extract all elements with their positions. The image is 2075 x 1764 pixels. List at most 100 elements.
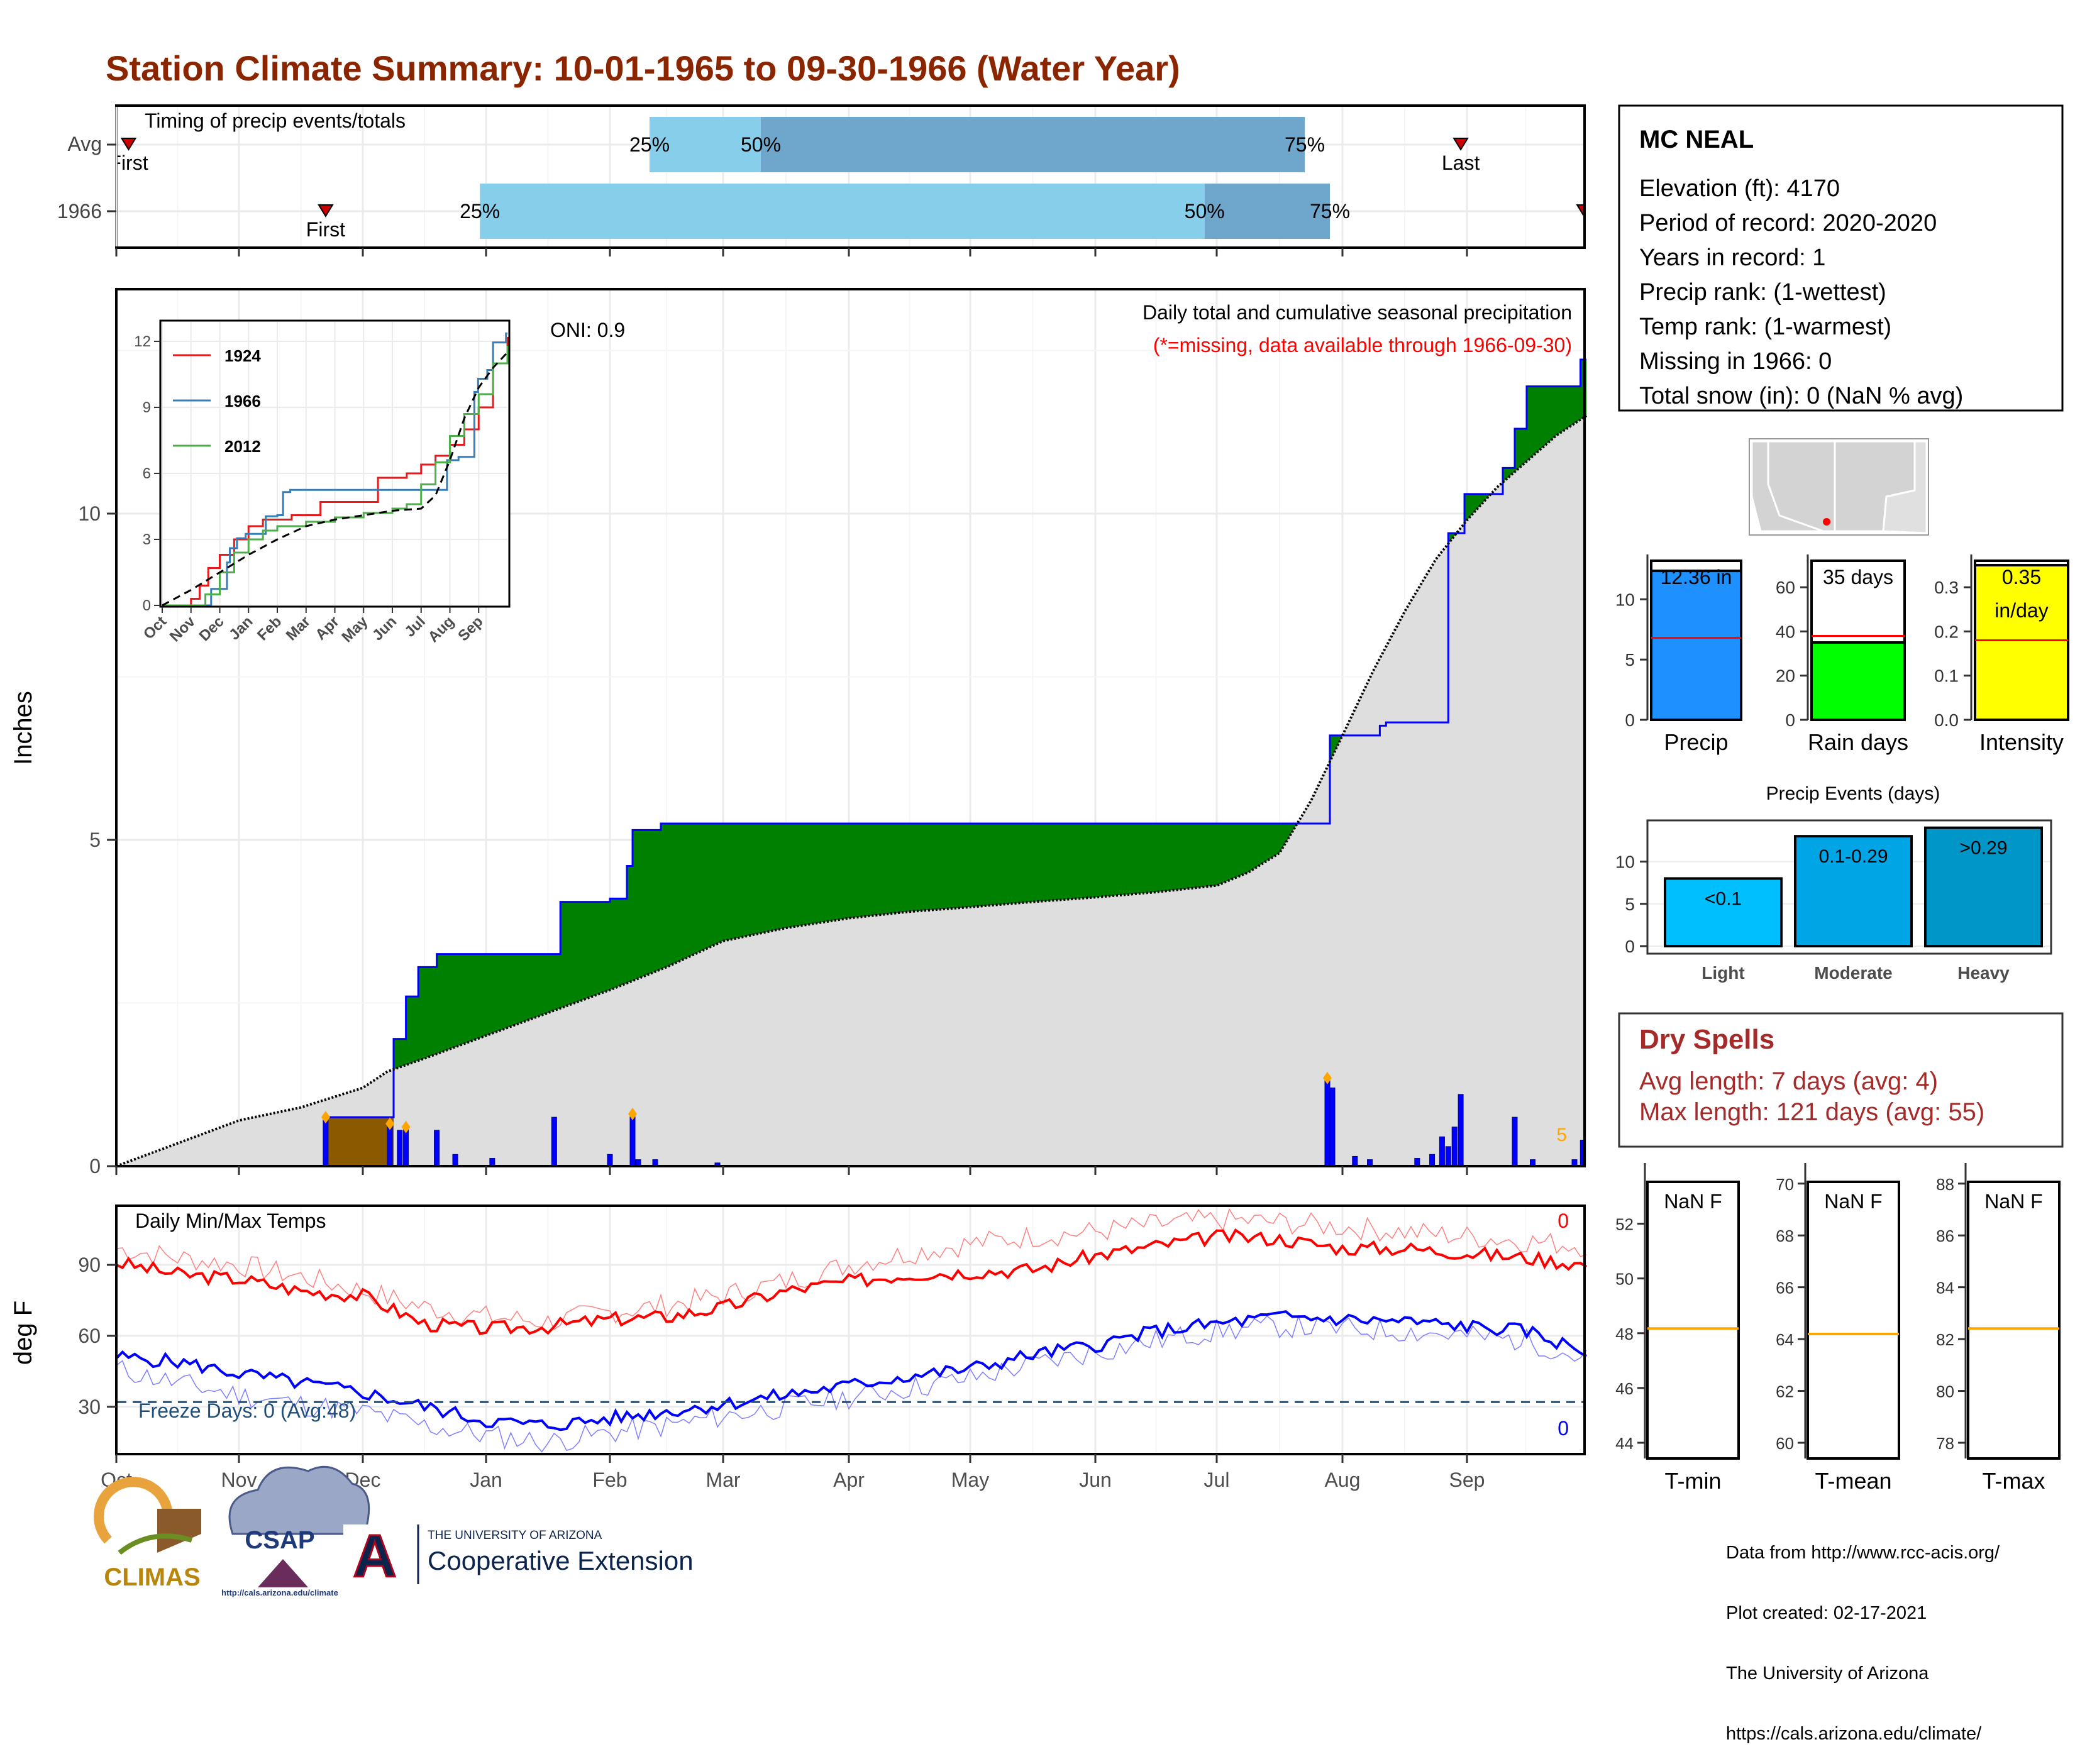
timing-bar-q25-q50 — [650, 117, 761, 172]
inset-legend: 1924 1966 2012 — [173, 346, 261, 456]
temp-box-y-tick-label: 82 — [1936, 1330, 1954, 1349]
temp-box-value: NaN F — [1824, 1190, 1882, 1213]
mini-bar-y-tick-label: 10 — [1615, 590, 1635, 609]
daily-precip-bar — [1352, 1155, 1358, 1167]
temp-box-y-tick-label: 46 — [1615, 1379, 1634, 1398]
daily-precip-bar — [1451, 1127, 1458, 1167]
month-label: Sep — [1449, 1469, 1485, 1491]
timing-q75-label: 75% — [1285, 133, 1325, 156]
month-label: Jul — [1204, 1469, 1230, 1491]
event-bar-value: >0.29 — [1960, 838, 2008, 859]
station-location-marker — [1823, 518, 1830, 526]
events-y-tick-label: 5 — [1625, 895, 1635, 914]
temp-panel-label: Daily Min/Max Temps — [135, 1210, 326, 1232]
station-detail-line: Precip rank: (1-wettest) — [1639, 279, 1886, 306]
precip-y-ticks: 0 5 10 — [78, 502, 116, 1177]
footer-url: https://cals.arizona.edu/climate/ — [1726, 1724, 1982, 1744]
temp-box-frame — [1646, 1181, 1740, 1460]
daily-precip-marker — [628, 1107, 637, 1120]
inset-y-tick-label: 3 — [143, 531, 151, 548]
climas-logo: CLIMAS — [94, 1477, 201, 1591]
csap-text: CSAP — [245, 1526, 314, 1554]
month-label: Mar — [706, 1469, 740, 1491]
temp-y-tick-label: 30 — [78, 1396, 101, 1418]
timing-row-avg-label: Avg — [67, 133, 102, 155]
event-bar-heavy — [1924, 826, 2043, 947]
event-bar-value: <0.1 — [1705, 888, 1742, 909]
inset-y-tick-label: 12 — [134, 333, 151, 350]
precip-events-chart: Precip Events (days) <0.1 Light 0.1-0.29 Mo… — [1615, 783, 2052, 983]
temp-y-ticks: 30 60 90 — [78, 1254, 116, 1418]
footer-plot-created: Plot created: 02-17-2021 — [1726, 1603, 1927, 1623]
csap-url: http://cals.arizona.edu/climate — [221, 1588, 338, 1597]
timing-panel: 25% 50% 75% First Last 25% 50% 75% First Last Tim… — [57, 104, 1586, 256]
temp-x-ticks: Oct Nov Dec Jan Feb Mar Apr May Jun Jul Aug Sep — [101, 1454, 1485, 1491]
tmin-count: 0 — [1558, 1417, 1569, 1440]
daily-precip-bar — [1329, 1087, 1336, 1167]
temp-y-axis-label: deg F — [9, 1301, 37, 1365]
mini-bar-y-tick-label: 60 — [1776, 578, 1795, 597]
month-label: Apr — [833, 1469, 865, 1491]
inset-y-tick-label: 9 — [143, 399, 151, 416]
mini-bar-label: Precip — [1664, 729, 1728, 755]
daily-precip-marker — [385, 1117, 395, 1130]
timing-row-year-label: 1966 — [57, 200, 102, 223]
timing-bars: 25% 50% 75% First Last 25% 50% 75% First Last — [118, 117, 1583, 241]
mini-bar-rain-days — [1810, 641, 1906, 722]
mini-bar-y-tick-label: 20 — [1776, 666, 1795, 686]
freeze-days-text: Freeze Days: 0 (Avg:48) — [138, 1399, 356, 1422]
tmax-count: 0 — [1558, 1210, 1569, 1232]
month-label: Jun — [1079, 1469, 1112, 1491]
station-detail-line: Period of record: 2020-2020 — [1639, 210, 1937, 236]
temp-box-label: T-mean — [1815, 1468, 1891, 1494]
station-info-box: MC NEAL Elevation (ft): 4170 Period of re… — [1618, 104, 2064, 412]
precip-y-tick-label: 5 — [89, 829, 101, 851]
mini-bar-y-tick-label: 0.3 — [1934, 578, 1959, 597]
daily-precip-marker — [1323, 1071, 1332, 1084]
temp-series-lines — [115, 1208, 1588, 1453]
temp-box-y-tick-label: 86 — [1936, 1227, 1954, 1245]
temp-y-tick-label: 60 — [78, 1325, 101, 1347]
missing-data-note: (*=missing, data available through 1966-… — [1153, 334, 1572, 356]
daily-precip-bar — [387, 1123, 393, 1167]
oni-value: ONI: 0.9 — [550, 319, 625, 341]
tmax-normal-line — [116, 1208, 1587, 1330]
mini-bar-y-tick-label: 0.1 — [1934, 666, 1959, 686]
inset-series-2012 — [162, 346, 509, 607]
inset-gridlines — [162, 322, 507, 606]
temp-box-y-tick-label: 70 — [1776, 1175, 1794, 1194]
temp-box-y-tick-label: 68 — [1776, 1227, 1794, 1245]
month-label: Feb — [592, 1469, 627, 1491]
temp-box-y-tick-label: 88 — [1936, 1175, 1954, 1194]
temp-box-value: NaN F — [1984, 1190, 2042, 1213]
events-y-ticks: 0 5 10 — [1615, 852, 1647, 956]
temp-box-y-tick-label: 78 — [1936, 1434, 1954, 1453]
page-title: Station Climate Summary: 10-01-1965 to 0… — [106, 48, 1180, 88]
dry-spells-title: Dry Spells — [1639, 1024, 1774, 1055]
dry-spells-avg: Avg length: 7 days (avg: 4) — [1639, 1067, 1938, 1095]
legend-2012: 2012 — [224, 437, 261, 456]
station-detail-line: Missing in 1966: 0 — [1639, 348, 1832, 375]
temperature-summary-boxes: NaN F T-min 44 46 48 50 52 NaN F T-mean 60 62 64 66 6… — [1615, 1163, 2061, 1494]
station-detail-line: Temp rank: (1-warmest) — [1639, 314, 1891, 340]
inset-y-tick-label: 0 — [143, 597, 151, 614]
ua-extension-logo: A THE UNIVERSITY OF ARIZONA Cooperative … — [343, 1522, 694, 1591]
daily-precip-bar — [1324, 1078, 1331, 1167]
ua-small-text: THE UNIVERSITY OF ARIZONA — [428, 1529, 602, 1542]
precip-panel: 0 5 10 Inches ONI: 0.9 Daily total and cum… — [9, 288, 1588, 1177]
timing-bar-q25-q50 — [480, 184, 1205, 239]
daily-precip-bar — [434, 1130, 440, 1167]
temp-box-y-tick-label: 80 — [1936, 1382, 1954, 1401]
legend-1924: 1924 — [224, 346, 261, 365]
mini-bar-value-unit: in/day — [1995, 599, 2048, 622]
tmax-observed-line — [116, 1228, 1588, 1335]
precip-chart-subtitle: Daily total and cumulative seasonal prec… — [1143, 301, 1572, 324]
climate-summary-figure: 25% 50% 75% First Last 25% 50% 75% First Last Tim… — [9, 104, 2069, 1597]
dry-spells-box: Dry Spells Avg length: 7 days (avg: 4) M… — [1618, 1012, 2064, 1148]
observed-cumulative-line — [116, 358, 1586, 1167]
events-bars: <0.1 Light 0.1-0.29 Moderate >0.29 Heavy — [1664, 826, 2043, 983]
daily-precip-marker — [321, 1111, 330, 1124]
mini-bar-y-tick-label: 0 — [1625, 710, 1635, 730]
station-details: Elevation (ft): 4170 Period of record: 20… — [1639, 175, 1963, 409]
